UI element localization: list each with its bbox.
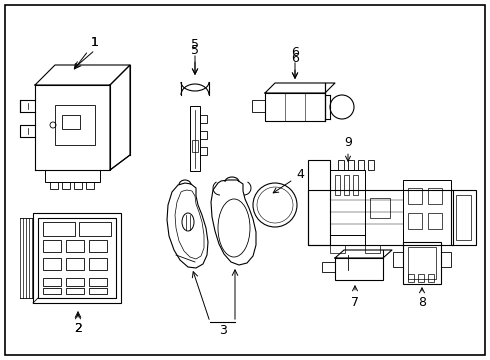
Bar [89,288,107,294]
Bar [66,288,84,294]
Bar [335,175,340,195]
Bar [408,213,422,229]
Bar [428,274,434,282]
Bar [441,252,451,267]
Bar [86,182,94,189]
Bar [335,258,383,280]
Bar [330,245,345,253]
Bar [43,288,61,294]
Text: 8: 8 [418,288,426,310]
Text: 6: 6 [291,51,299,78]
Bar [252,100,265,112]
Bar [200,147,207,155]
Bar [370,198,390,218]
Bar [74,182,82,189]
Bar [456,195,471,240]
Text: 3: 3 [219,324,227,337]
Bar [348,160,354,170]
Bar [62,182,70,189]
Bar [33,213,121,303]
Bar [62,115,80,129]
Bar [89,278,107,286]
Bar [89,258,107,270]
Bar [192,140,198,152]
Text: 4: 4 [273,168,304,193]
Text: 2: 2 [74,314,82,334]
Bar [344,175,349,195]
Bar [66,240,84,252]
Bar [428,213,442,229]
Text: 7: 7 [351,286,359,309]
Bar [43,222,75,236]
Bar [308,160,330,245]
Bar [45,170,100,182]
Text: 5: 5 [191,39,199,51]
Bar [368,160,374,170]
Bar [43,278,61,286]
Bar [353,175,358,195]
Bar [308,190,453,245]
Text: 1: 1 [74,36,99,69]
Bar [408,188,422,204]
Text: 1: 1 [91,36,99,49]
Bar [38,218,116,298]
Bar [451,190,476,245]
Bar [418,274,424,282]
Bar [89,240,107,252]
Bar [428,188,442,204]
Text: 9: 9 [344,135,352,161]
Bar [365,245,380,253]
Bar [338,160,344,170]
Bar [365,190,403,245]
Bar [358,160,364,170]
Bar [393,252,403,267]
Bar [79,222,111,236]
Bar [66,278,84,286]
Bar [55,105,95,145]
Bar [200,115,207,123]
Bar [408,274,414,282]
Bar [43,258,61,270]
Bar [50,182,58,189]
Bar [265,93,325,121]
Bar [43,240,61,252]
Bar [330,170,365,235]
Bar [403,180,451,245]
Bar [200,131,207,139]
Bar [190,106,200,171]
Text: 2: 2 [74,321,82,334]
Text: 6: 6 [291,45,299,58]
Bar [408,247,436,279]
Bar [66,258,84,270]
Bar [322,262,335,272]
Text: 5: 5 [191,44,199,74]
Bar [403,242,441,284]
